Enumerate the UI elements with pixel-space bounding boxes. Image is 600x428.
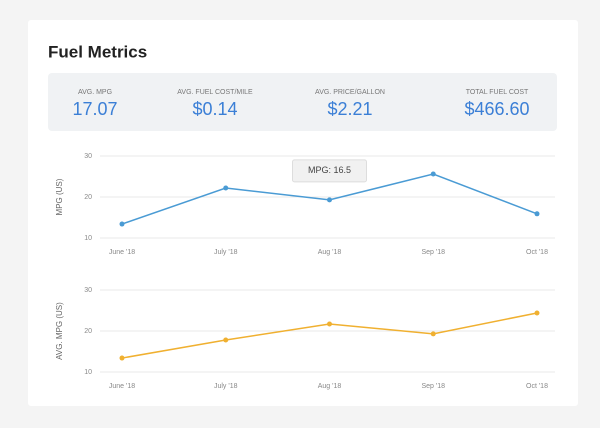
point bbox=[534, 211, 540, 217]
y-tick-label: 30 bbox=[84, 287, 92, 294]
metric-label: AVG. FUEL COST/MILE bbox=[177, 89, 253, 96]
card-title: Fuel Metrics bbox=[48, 42, 147, 61]
x-tick-label: July '18 bbox=[214, 249, 238, 256]
point bbox=[430, 171, 436, 177]
point bbox=[119, 221, 125, 227]
y-tick-label: 20 bbox=[84, 194, 92, 201]
x-tick-label: June '18 bbox=[109, 383, 135, 390]
metric-value: $0.14 bbox=[192, 99, 237, 119]
point bbox=[223, 185, 229, 191]
metric-value: $2.21 bbox=[327, 99, 372, 119]
y-axis-title: AVG. MPG (US) bbox=[55, 302, 64, 360]
metric-label: AVG. MPG bbox=[78, 89, 112, 96]
point bbox=[327, 321, 332, 327]
point bbox=[327, 197, 332, 203]
x-tick-label: Aug '18 bbox=[318, 383, 342, 390]
y-tick-label: 20 bbox=[84, 328, 92, 335]
x-tick-label: Oct '18 bbox=[526, 249, 548, 256]
y-tick-label: 10 bbox=[84, 369, 92, 376]
point bbox=[223, 337, 229, 343]
tooltip-text: MPG: 16.5 bbox=[308, 165, 351, 175]
metrics-box bbox=[48, 73, 557, 131]
y-tick-label: 10 bbox=[84, 235, 92, 242]
metric-label: TOTAL FUEL COST bbox=[466, 89, 529, 96]
point bbox=[534, 310, 540, 316]
y-axis-title: MPG (US) bbox=[55, 178, 64, 215]
point bbox=[119, 355, 125, 361]
metric-value: $466.60 bbox=[464, 99, 529, 119]
x-tick-label: Sep '18 bbox=[421, 383, 445, 390]
metric-label: AVG. PRICE/GALLON bbox=[315, 89, 385, 96]
x-tick-label: June '18 bbox=[109, 249, 135, 256]
x-tick-label: Aug '18 bbox=[318, 249, 342, 256]
y-tick-label: 30 bbox=[84, 153, 92, 160]
tooltip bbox=[292, 159, 367, 183]
x-tick-label: July '18 bbox=[214, 383, 238, 390]
x-tick-label: Oct '18 bbox=[526, 383, 548, 390]
x-tick-label: Sep '18 bbox=[421, 249, 445, 256]
point bbox=[430, 331, 436, 337]
metric-value: 17.07 bbox=[72, 99, 117, 119]
